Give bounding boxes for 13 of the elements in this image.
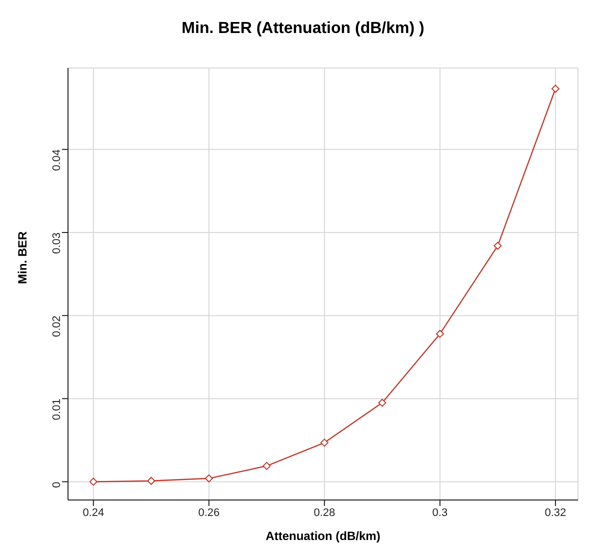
- y-tick-label: 0.04: [50, 149, 63, 171]
- x-tick-label: 0.26: [198, 506, 220, 519]
- y-tick-label: 0.01: [50, 398, 63, 420]
- y-tick-label: 0.03: [50, 232, 63, 254]
- y-tick-label: 0: [50, 482, 63, 488]
- x-tick-label: 0.28: [314, 506, 336, 519]
- chart-title: Min. BER (Attenuation (dB/km) ): [180, 19, 426, 39]
- y-axis-title: Min. BER: [15, 231, 30, 284]
- x-axis-title: Attenuation (dB/km): [266, 529, 380, 543]
- x-tick-label: 0.24: [82, 506, 104, 519]
- x-tick-label: 0.3: [432, 506, 448, 519]
- y-tick-label: 0.02: [50, 316, 63, 337]
- x-tick-label: 0.32: [544, 506, 566, 519]
